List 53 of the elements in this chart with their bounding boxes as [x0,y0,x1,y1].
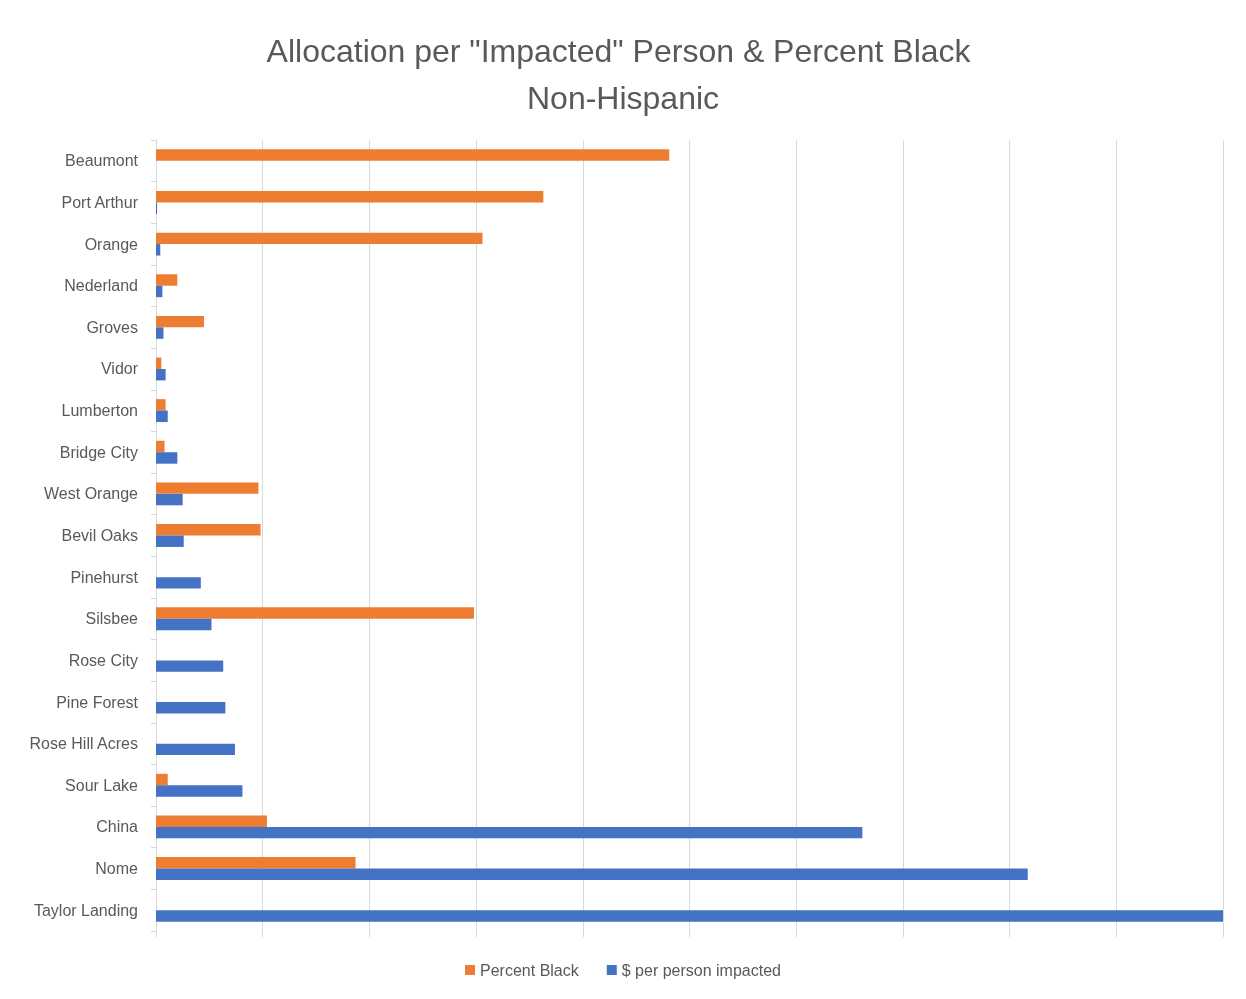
bar [156,743,235,756]
y-tick-label: West Orange [44,485,139,503]
bar [156,440,165,453]
bar [156,244,161,256]
legend-label: Percent Black [480,961,580,979]
y-tick-label: Port Arthur [61,193,139,211]
bar [156,618,212,631]
legend-label: $ per person impacted [621,961,781,979]
y-tick-label: Beaumont [65,152,139,170]
bar [156,826,863,839]
bar [156,482,259,494]
bar [156,607,474,619]
bar [156,660,224,672]
y-tick-label: Silsbee [85,610,139,628]
y-tick-label: Orange [84,235,139,253]
bar [156,577,201,589]
bar [156,410,168,423]
bar [156,773,168,786]
bar [156,191,544,203]
y-tick-label: Bevil Oaks [61,527,138,544]
y-tick-label: Vidor [100,360,139,378]
y-tick-label: Pine Forest [56,693,139,711]
bar [156,857,356,869]
bar [156,815,267,827]
bar [156,232,483,245]
bar [156,702,226,714]
bar [156,493,183,506]
y-tick-label: Rose Hill Acres [29,735,138,753]
y-tick-label: Nederland [64,277,138,295]
bar [156,535,184,547]
bar [156,357,162,369]
bar [156,149,670,161]
y-tick-label: Lumberton [61,402,138,420]
chart-title: Allocation per "Impacted" Person & Percent Black Non-Hispanic [266,32,980,116]
bar [156,274,178,286]
y-tick-label: Bridge City [59,443,138,461]
bar [156,868,1028,880]
bar [156,315,205,328]
y-tick-label: Pinehurst [70,568,139,586]
y-tick-label: Taylor Landing [33,901,138,919]
bar [156,368,166,381]
y-tick-label: China [96,818,139,836]
bar [156,524,261,536]
y-tick-label: Sour Lake [65,776,139,794]
y-tick-label: Rose City [68,651,138,669]
bar [156,452,178,464]
bar [156,285,163,298]
bar [156,785,243,797]
bar [156,399,166,411]
y-tick-label: Groves [86,318,138,336]
bar [156,910,1223,922]
y-tick-label: Nome [95,860,139,878]
bar [156,327,164,339]
